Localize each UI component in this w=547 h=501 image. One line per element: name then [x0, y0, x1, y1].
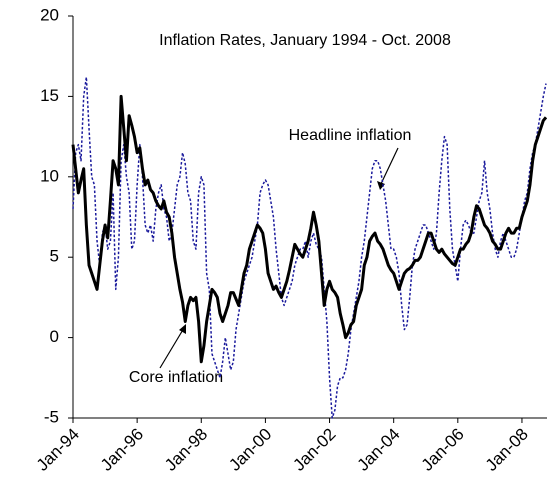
- x-tick-label: Jan-04: [353, 425, 403, 475]
- series-line: [71, 94, 547, 364]
- annotation-arrowhead: [179, 324, 186, 334]
- x-tick-label: Jan-08: [482, 425, 532, 475]
- x-tick-label: Jan-96: [97, 425, 147, 475]
- annotation: Headline inflation: [289, 127, 412, 144]
- annotation-arrow: [379, 147, 399, 187]
- x-tick-label: Jan-02: [289, 425, 339, 475]
- x-tick-label: Jan-06: [418, 425, 468, 475]
- chart-title: Inflation Rates, January 1994 - Oct. 200…: [159, 32, 451, 49]
- y-tick-label: -5: [44, 407, 59, 426]
- x-tick-label: Jan-00: [225, 425, 275, 475]
- annotation: Core inflation: [129, 369, 223, 386]
- y-tick-label: 10: [40, 166, 59, 185]
- x-tick-label: Jan-98: [161, 425, 211, 475]
- y-tick-label: 15: [40, 86, 59, 105]
- y-tick-label: 5: [50, 247, 59, 266]
- y-tick-label: 20: [40, 5, 59, 24]
- y-tick-label: 0: [50, 327, 59, 346]
- annotation-arrowhead: [377, 181, 385, 190]
- series-line: [72, 76, 547, 419]
- x-tick-label: Jan-94: [33, 425, 83, 475]
- annotation-arrow: [159, 327, 185, 369]
